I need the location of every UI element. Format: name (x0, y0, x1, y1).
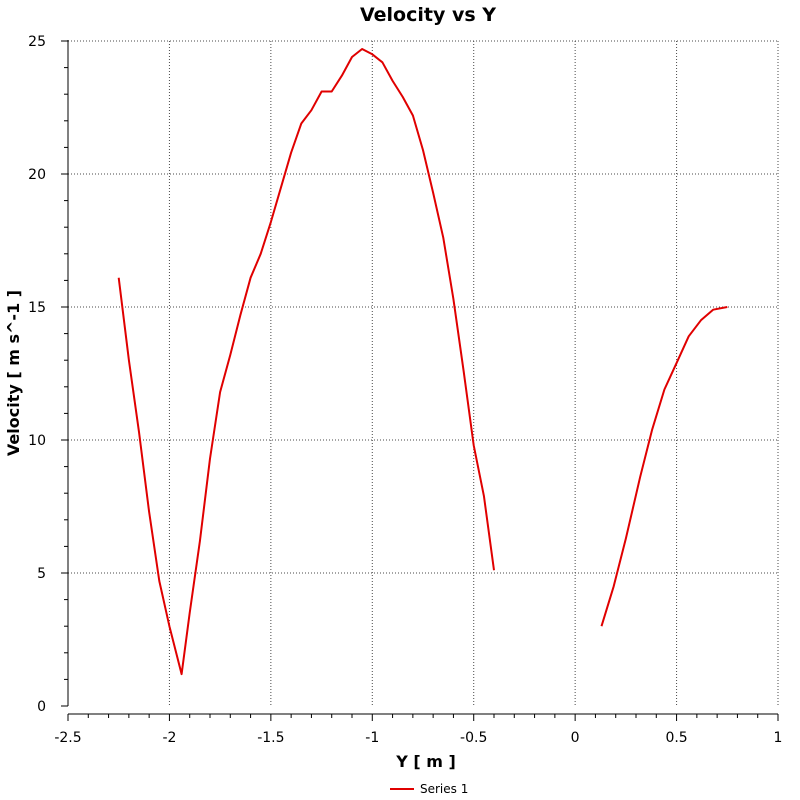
x-tick-label: 0.5 (665, 730, 687, 746)
y-tick-label: 10 (28, 433, 46, 449)
x-tick-label: -1 (365, 730, 379, 746)
tick-labels: 0 5 10 15 20 25 -2.5 -2 -1.5 -1 -0.5 0 0.5 1 (28, 34, 782, 746)
x-tick-label: -1.5 (257, 730, 284, 746)
y-tick-label: 20 (28, 167, 46, 183)
x-tick-label: -2 (162, 730, 176, 746)
x-axis-label: Y [ m ] (395, 752, 456, 771)
chart-title: Velocity vs Y (360, 4, 496, 26)
legend: Series 1 (390, 782, 468, 796)
legend-label-series-1: Series 1 (420, 782, 468, 796)
y-tick-label: 15 (28, 300, 46, 316)
x-tick-label: -2.5 (54, 730, 81, 746)
y-tick-label: 0 (37, 699, 46, 715)
series-layer (117, 48, 728, 676)
x-tick-label: 1 (774, 730, 783, 746)
y-axis-label: Velocity [ m s^-1 ] (4, 290, 23, 456)
y-tick-label: 25 (28, 34, 46, 50)
grid-layer (68, 40, 779, 706)
series-line-segment (117, 48, 495, 676)
axes-layer (61, 40, 779, 721)
series-line-segment (600, 306, 728, 627)
y-tick-label: 5 (37, 566, 46, 582)
x-tick-label: -0.5 (460, 730, 487, 746)
x-tick-label: 0 (571, 730, 580, 746)
